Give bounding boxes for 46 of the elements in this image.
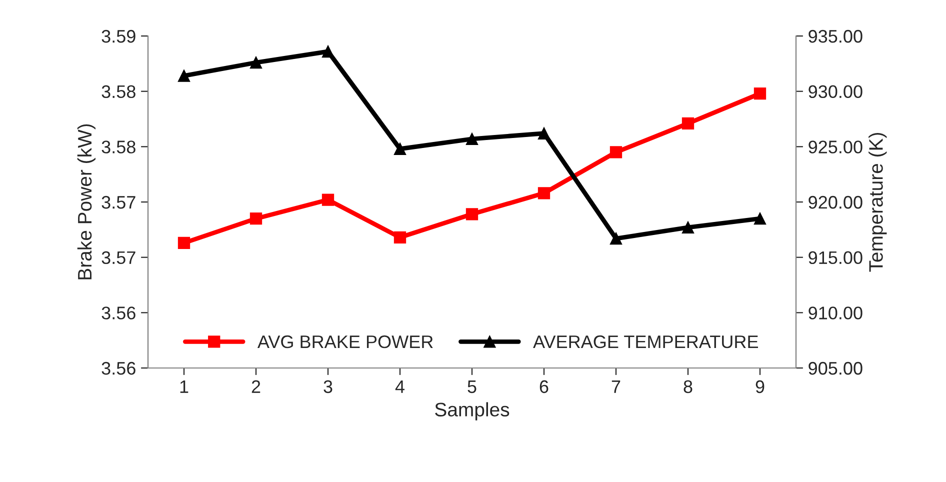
point	[610, 232, 622, 245]
y-tick-label: 3.57	[102, 196, 136, 209]
point	[754, 87, 766, 100]
x-tick-label: 9	[756, 380, 764, 394]
x-axis-title: Samples	[435, 402, 510, 420]
y-tick-label: 3.58	[102, 85, 136, 98]
x-tick-label: 6	[540, 380, 548, 394]
x-tick-label: 8	[684, 380, 692, 394]
point	[394, 142, 406, 155]
x-tick-label: 1	[180, 380, 188, 393]
y2-tick-label: 910.00	[808, 306, 862, 320]
y-tick-label: 3.58	[102, 140, 136, 154]
point	[322, 45, 334, 58]
point	[322, 194, 334, 206]
point	[538, 127, 550, 140]
y-axis-title: Brake Power (kW)	[77, 124, 96, 280]
y-tick-label: 3.56	[102, 362, 136, 375]
point	[250, 56, 262, 69]
y2-tick-label: 930.00	[808, 85, 862, 98]
y2-tick-label: 905.00	[808, 362, 862, 375]
point	[178, 236, 190, 250]
legend-label: AVERAGE TEMPERATURE	[533, 335, 758, 348]
point	[178, 70, 190, 82]
y2-tick-label: 915.00	[808, 251, 862, 264]
y2-axis-title: Temperature (K)	[868, 132, 887, 272]
legend-label: AVG BRAKE POWER	[257, 335, 433, 348]
x-tick-label: 5	[468, 380, 476, 394]
x-tick-label: 4	[395, 380, 404, 393]
x-tick-label: 3	[324, 380, 332, 394]
point	[466, 132, 478, 145]
y2-tick-label: 935.00	[808, 30, 862, 43]
point	[682, 117, 694, 130]
point	[610, 146, 622, 158]
y-tick-label: 3.59	[102, 30, 136, 43]
y-tick-label: 3.56	[102, 306, 136, 320]
point	[394, 231, 406, 244]
y2-tick-label: 920.00	[808, 196, 862, 209]
x-tick-label: 2	[252, 380, 260, 393]
y2-tick-label: 925.00	[808, 140, 862, 154]
point	[754, 212, 766, 225]
point	[250, 212, 262, 225]
point	[466, 208, 478, 220]
x-tick-label: 7	[612, 380, 620, 393]
point	[682, 221, 694, 234]
point	[538, 187, 550, 200]
y-tick-label: 3.57	[102, 251, 136, 264]
